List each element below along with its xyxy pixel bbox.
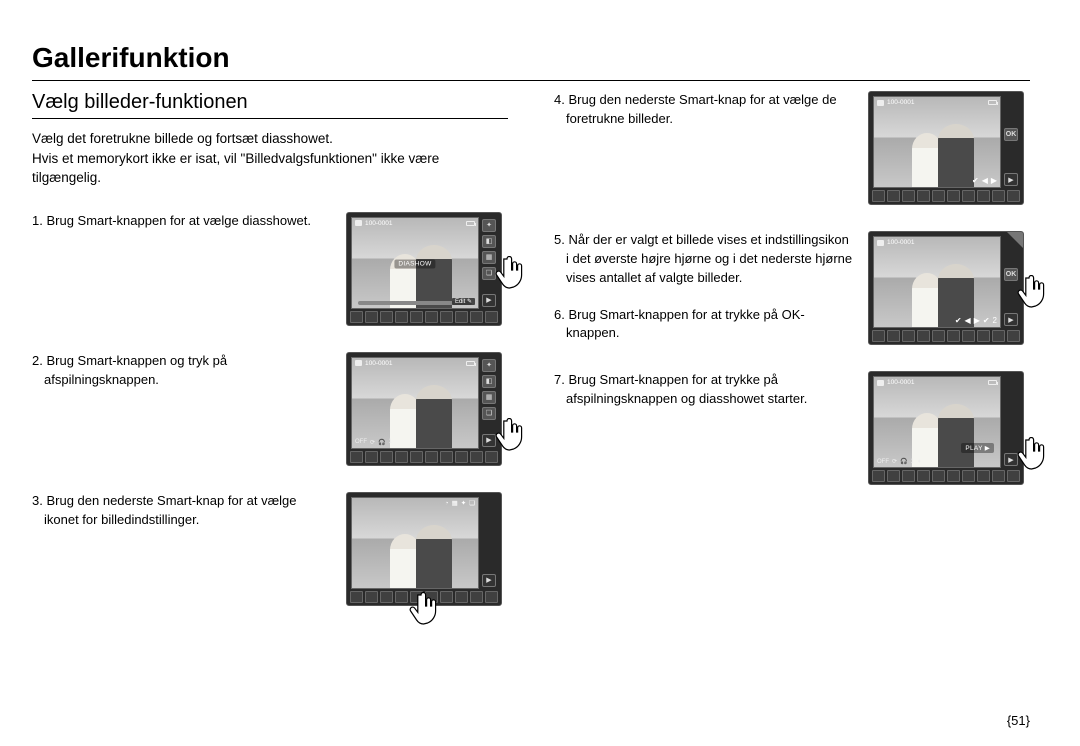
content-columns: Vælg billeder-funktionen Vælg det foretr… bbox=[32, 91, 1030, 632]
battery-icon bbox=[466, 361, 475, 366]
file-label: 100-0001 bbox=[365, 220, 392, 227]
battery-icon bbox=[988, 100, 997, 105]
play-icon: ▶ bbox=[482, 574, 496, 587]
menu-icon: ▦ bbox=[482, 391, 496, 404]
menu-icon: ❏ bbox=[482, 407, 496, 420]
step-body: Brug Smart-knappen for at trykke på afsp… bbox=[566, 372, 807, 406]
play-icon: ▶ bbox=[482, 434, 496, 447]
file-label: 100-0001 bbox=[365, 360, 392, 367]
step-body: Brug den nederste Smart-knap for at vælg… bbox=[566, 92, 837, 126]
step-body: Når der er valgt et billede vises et ind… bbox=[566, 232, 852, 285]
file-label: 100-0001 bbox=[887, 379, 914, 386]
screenshot-5: 100-0001 ✔ ◀ ▶ ✔ 2 OK bbox=[868, 231, 1030, 345]
tool-icon: ▦ bbox=[452, 499, 458, 507]
step-5-text: 5. Når der er valgt et billede vises et … bbox=[554, 231, 854, 288]
screenshot-3: ◔ ▦ ✦ ❏ ▶ bbox=[346, 492, 508, 606]
step-4-text: 4. Brug den nederste Smart-knap for at v… bbox=[554, 91, 854, 129]
step-number: 4. bbox=[554, 92, 565, 107]
ok-button: OK bbox=[1004, 268, 1018, 281]
step-body: Brug den nederste Smart-knap for at vælg… bbox=[44, 493, 297, 527]
step-row: 4. Brug den nederste Smart-knap for at v… bbox=[554, 91, 1030, 205]
menu-icon: ✦ bbox=[482, 219, 496, 232]
off-label: OFF ⟳ 🎧 1 ➧ bbox=[877, 458, 922, 465]
battery-icon bbox=[988, 380, 997, 385]
menu-icon: ❏ bbox=[482, 267, 496, 280]
step-row: 7. Brug Smart-knappen for at trykke på a… bbox=[554, 371, 1030, 485]
step-number: 3. bbox=[32, 493, 43, 508]
tool-icon: ❏ bbox=[469, 499, 475, 507]
repeat-icon: ⟳ bbox=[892, 458, 897, 465]
edit-label: Edit ✎ bbox=[452, 298, 475, 305]
step-number: 1. bbox=[32, 213, 43, 228]
battery-icon bbox=[466, 221, 475, 226]
right-column: 4. Brug den nederste Smart-knap for at v… bbox=[554, 91, 1030, 632]
check-icon: ✔ bbox=[983, 316, 990, 325]
folder-icon bbox=[355, 360, 362, 366]
step-7-text: 7. Brug Smart-knappen for at trykke på a… bbox=[554, 371, 854, 409]
play-icon: ▶ bbox=[1004, 453, 1018, 466]
step-row: 3. Brug den nederste Smart-knap for at v… bbox=[32, 492, 508, 606]
intro-text: Vælg det foretrukne billede og fortsæt d… bbox=[32, 129, 508, 188]
screenshot-1: 100-0001 DIASHOW Edit ✎ ✦ ◧ ▦ ❏ bbox=[346, 212, 508, 326]
step-6-text: 6. Brug Smart-knappen for at trykke på O… bbox=[554, 306, 854, 344]
step-number: 5. bbox=[554, 232, 565, 247]
diashow-label: DIASHOW bbox=[394, 260, 435, 269]
menu-icon: ▦ bbox=[482, 251, 496, 264]
step-body: Brug Smart-knappen og tryk på afspilning… bbox=[44, 353, 227, 387]
off-label: OFF ⟳ 🎧 1 bbox=[355, 439, 392, 446]
repeat-icon: ⟳ bbox=[370, 439, 375, 446]
page-title: Gallerifunktion bbox=[32, 42, 1030, 81]
forward-icon: ➧ bbox=[917, 458, 922, 465]
nav-left-icon: ◀ bbox=[965, 316, 971, 325]
step-2-text: 2. Brug Smart-knappen og tryk på afspiln… bbox=[32, 352, 332, 390]
section-heading: Vælg billeder-funktionen bbox=[32, 91, 508, 119]
folder-icon bbox=[877, 240, 884, 246]
headphone-count: 1 bbox=[911, 459, 914, 465]
screenshot-4: 100-0001 ✔ ◀ ▶ OK ▶ bbox=[868, 91, 1030, 205]
headphone-icon: 🎧 bbox=[900, 458, 907, 465]
play-icon: ▶ bbox=[1004, 173, 1018, 186]
check-icon: ✔ bbox=[955, 316, 962, 325]
nav-right-icon: ▶ bbox=[974, 316, 980, 325]
page-number: {51} bbox=[1007, 713, 1030, 728]
tool-icon: ✦ bbox=[461, 499, 466, 507]
step-body: Brug Smart-knappen for at trykke på OK-k… bbox=[566, 307, 805, 341]
play-icon: ▶ bbox=[482, 294, 496, 307]
headphone-count: 1 bbox=[389, 439, 392, 445]
check-icon: ✔ bbox=[972, 176, 979, 185]
nav-right-icon: ▶ bbox=[991, 176, 997, 185]
menu-icon: ◧ bbox=[482, 235, 496, 248]
step-row: 5. Når der er valgt et billede vises et … bbox=[554, 231, 1030, 345]
folder-icon bbox=[877, 380, 884, 386]
screenshot-2: 100-0001 OFF ⟳ 🎧 1 ✦ ◧ bbox=[346, 352, 508, 466]
step-number: 2. bbox=[32, 353, 43, 368]
menu-icon: ◧ bbox=[482, 375, 496, 388]
step-body: Brug Smart-knappen for at vælge diasshow… bbox=[46, 213, 310, 228]
ok-button: OK bbox=[1004, 128, 1018, 141]
step-3-text: 3. Brug den nederste Smart-knap for at v… bbox=[32, 492, 332, 530]
screenshot-7: 100-0001 PLAY ▶ OFF ⟳ 🎧 1 ➧ bbox=[868, 371, 1030, 485]
folder-icon bbox=[355, 220, 362, 226]
file-label: 100-0001 bbox=[887, 239, 914, 246]
step-row: 1. Brug Smart-knappen for at vælge diass… bbox=[32, 212, 508, 326]
tool-icon: ◔ bbox=[445, 500, 449, 507]
step-1-text: 1. Brug Smart-knappen for at vælge diass… bbox=[32, 212, 332, 231]
left-column: Vælg billeder-funktionen Vælg det foretr… bbox=[32, 91, 508, 632]
menu-icon: ✦ bbox=[482, 359, 496, 372]
headphone-icon: 🎧 bbox=[378, 439, 385, 446]
nav-left-icon: ◀ bbox=[982, 176, 988, 185]
file-label: 100-0001 bbox=[887, 99, 914, 106]
step-number: 7. bbox=[554, 372, 565, 387]
selected-count: 2 bbox=[993, 316, 997, 325]
play-icon: ▶ bbox=[1004, 313, 1018, 326]
folder-icon bbox=[877, 100, 884, 106]
step-number: 6. bbox=[554, 307, 565, 322]
step-row: 2. Brug Smart-knappen og tryk på afspiln… bbox=[32, 352, 508, 466]
play-label: PLAY ▶ bbox=[961, 443, 994, 453]
